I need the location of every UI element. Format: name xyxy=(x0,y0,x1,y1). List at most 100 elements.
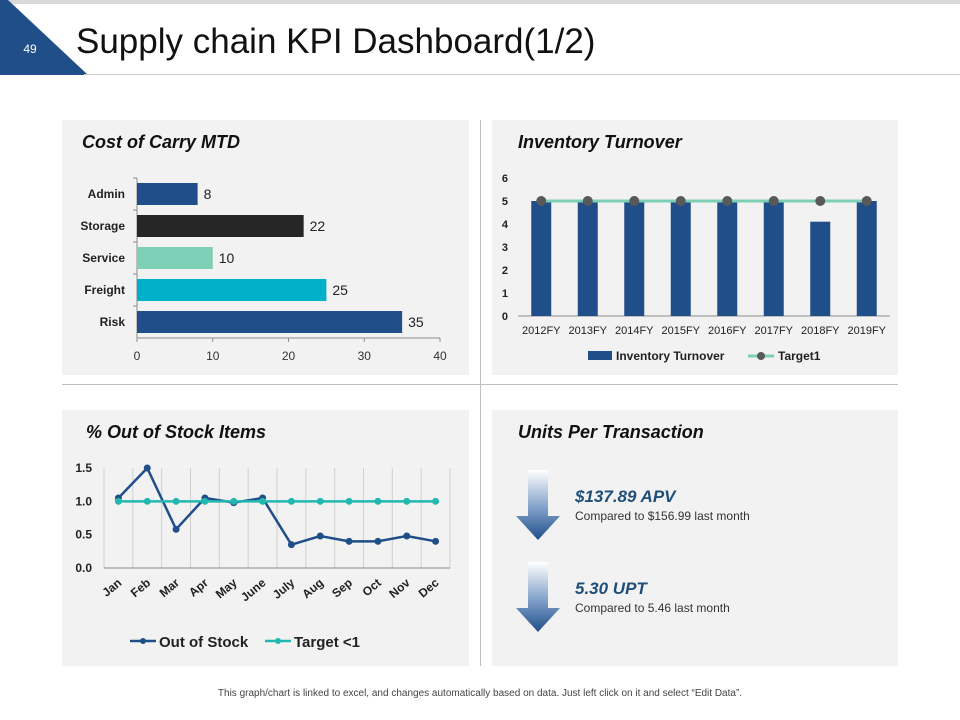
series-point xyxy=(403,497,411,505)
category-label: Storage xyxy=(80,219,125,233)
target-marker xyxy=(768,196,779,206)
slide-number: 49 xyxy=(23,42,37,56)
out-of-stock-title: % Out of Stock Items xyxy=(86,422,267,442)
series-point xyxy=(114,497,122,505)
slide-title: Supply chain KPI Dashboard(1/2) xyxy=(76,22,596,61)
data-label: 35 xyxy=(408,314,424,330)
series-point xyxy=(143,464,151,472)
category-label: Freight xyxy=(84,283,125,297)
cost-of-carry-chart[interactable]: Admin 8 Storage 22 Service 10 Freight 25 Risk 35 0… xyxy=(62,120,469,375)
apv-value: $137.89 APV xyxy=(575,487,676,506)
series-point xyxy=(403,532,411,540)
category-label: Risk xyxy=(100,315,126,329)
legend-marker xyxy=(275,638,281,644)
bar-service xyxy=(137,247,213,269)
bar-2012fy xyxy=(531,201,552,316)
x-tick-label: Dec xyxy=(416,575,442,600)
data-label: 25 xyxy=(332,282,348,298)
x-tick-label: 2015FY xyxy=(661,325,700,337)
cost-of-carry-panel: Cost of Carry MTD Admin 8 Storage 22 Service… xyxy=(62,120,469,375)
bar-2018fy xyxy=(810,221,831,316)
x-tick-label: Mar xyxy=(157,575,183,600)
x-tick-label: June xyxy=(238,575,269,604)
legend-marker xyxy=(140,638,146,644)
x-tick-label: 2013FY xyxy=(568,325,607,337)
target-marker xyxy=(536,196,547,206)
units-per-transaction-title: Units Per Transaction xyxy=(518,422,704,442)
x-tick-label: 2019FY xyxy=(847,325,886,337)
series-point xyxy=(259,497,267,505)
data-label: 22 xyxy=(310,218,326,234)
legend-swatch-turnover xyxy=(588,351,612,360)
inventory-turnover-panel: Inventory Turnover 0 1 2 3 4 5 6 2012FY 2013FY 20… xyxy=(492,120,898,375)
cost-of-carry-title: Cost of Carry MTD xyxy=(82,132,241,152)
series-point xyxy=(287,497,295,505)
y-tick-label: 5 xyxy=(502,196,508,208)
x-tick-label: 2018FY xyxy=(801,325,840,337)
x-tick-label: May xyxy=(213,575,240,601)
y-tick-label: 6 xyxy=(502,173,508,185)
apv-comparison: Compared to $156.99 last month xyxy=(575,509,750,523)
title-underline xyxy=(84,74,960,75)
series-point xyxy=(345,497,353,505)
x-tick-label: Feb xyxy=(128,576,153,600)
bar-2015fy xyxy=(670,201,691,316)
x-tick-label: 2017FY xyxy=(754,325,793,337)
bar-storage xyxy=(137,215,304,237)
bar-2014fy xyxy=(624,201,645,316)
x-tick-label: July xyxy=(270,575,298,601)
x-tick-label: 40 xyxy=(433,349,447,363)
x-tick-label: Jan xyxy=(99,576,124,600)
vertical-divider xyxy=(480,120,481,666)
data-label: 10 xyxy=(219,250,235,266)
target-marker xyxy=(675,196,686,206)
legend-label: Target <1 xyxy=(294,634,360,651)
slide-number-badge xyxy=(0,0,88,75)
category-label: Service xyxy=(82,251,125,265)
x-tick-label: Apr xyxy=(186,575,211,599)
bar-admin xyxy=(137,183,198,205)
x-tick-label: 2014FY xyxy=(615,325,654,337)
upt-comparison: Compared to 5.46 last month xyxy=(575,601,730,615)
legend-label: Target1 xyxy=(778,349,821,363)
series-point xyxy=(374,497,382,505)
footer-note: This graph/chart is linked to excel, and… xyxy=(217,688,743,699)
inventory-turnover-title: Inventory Turnover xyxy=(518,132,682,152)
bar-2016fy xyxy=(717,201,738,316)
target-marker xyxy=(629,196,640,206)
x-tick-label: 30 xyxy=(358,349,372,363)
target-marker xyxy=(722,196,733,206)
x-tick-label: 0 xyxy=(134,349,141,363)
series-point xyxy=(374,537,382,545)
series-point xyxy=(316,532,324,540)
out-of-stock-panel: % Out of Stock Items 0.0 0.5 1.0 1.5 Jan Feb M… xyxy=(62,410,469,666)
bar-2013fy xyxy=(577,201,598,316)
top-border xyxy=(0,0,960,4)
bar-risk xyxy=(137,311,403,333)
x-tick-label: Nov xyxy=(386,575,413,601)
series-point xyxy=(345,537,353,545)
bar-2017fy xyxy=(763,201,784,316)
inventory-turnover-chart[interactable]: 0 1 2 3 4 5 6 2012FY 2013FY 2014FY 2015FY 2016FY 201… xyxy=(492,120,898,375)
series-point xyxy=(172,525,180,533)
target-marker xyxy=(861,196,872,206)
series-point xyxy=(287,541,295,549)
x-tick-label: 10 xyxy=(206,349,220,363)
bar-freight xyxy=(137,279,327,301)
x-tick-label: Sep xyxy=(329,576,355,601)
legend-marker-target xyxy=(757,352,765,360)
x-tick-label: Aug xyxy=(299,576,326,602)
x-tick-label: 2012FY xyxy=(522,325,561,337)
category-label: Admin xyxy=(88,187,125,201)
y-tick-label: 1 xyxy=(502,288,508,300)
bar-2019fy xyxy=(856,201,877,316)
series-line-0 xyxy=(117,465,436,547)
y-tick-label: 1.5 xyxy=(75,461,92,475)
target-marker xyxy=(582,196,593,206)
units-per-transaction-panel: Units Per Transaction $137.89 APV Compar… xyxy=(492,410,898,666)
y-tick-label: 4 xyxy=(502,219,509,231)
y-tick-label: 1.0 xyxy=(75,494,92,508)
series-point xyxy=(201,497,209,505)
y-tick-label: 0.0 xyxy=(75,561,92,575)
